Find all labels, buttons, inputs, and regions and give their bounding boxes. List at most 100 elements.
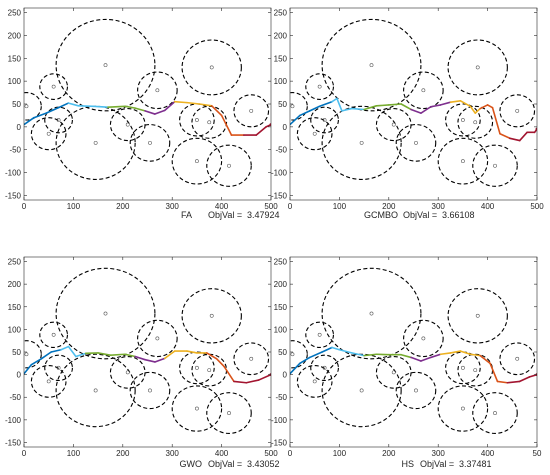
x-tick-label: 400 <box>215 202 229 211</box>
obstacle-center-marker <box>194 159 199 164</box>
y-tick-label: 250 <box>8 9 22 18</box>
obstacle-circle <box>437 137 489 185</box>
obstacle-circle <box>472 144 518 187</box>
path-segment <box>410 108 422 114</box>
path-segment <box>290 362 301 375</box>
obstacle-center-marker <box>194 118 199 122</box>
obstacle-center-marker <box>51 84 56 89</box>
panel-gwo: 0 100 200 300 400 500 -150 -100 -50 0 50 100 150 200 2… <box>5 256 280 469</box>
obstacle-circle <box>403 319 444 358</box>
obstacle-circle <box>499 94 536 128</box>
obstacle-circle <box>305 321 335 349</box>
obstacle-circle <box>191 105 228 139</box>
path-segment <box>410 356 422 362</box>
path-segment <box>331 346 341 351</box>
path-segment <box>469 353 481 357</box>
path-segment <box>518 131 528 142</box>
axes-box <box>289 256 538 448</box>
x-tick-label: 300 <box>166 449 180 458</box>
y-tick-label: -100 <box>5 416 22 425</box>
obstacle-center-marker <box>148 388 152 393</box>
obstacle-circle <box>30 365 67 398</box>
path-segment <box>375 104 390 107</box>
obstacle-center-marker <box>460 118 465 122</box>
obstacle-center-marker <box>359 388 364 393</box>
path-segment <box>257 373 271 381</box>
path-segment <box>429 353 442 359</box>
x-tick-label: 200 <box>382 202 396 211</box>
path-segment <box>489 362 499 383</box>
x-tick-label: 50 <box>533 449 542 458</box>
obstacle-circle <box>310 354 339 382</box>
path-segment <box>429 104 442 108</box>
obstacle-circle <box>55 18 156 112</box>
path-segment <box>24 363 33 375</box>
y-tick-label: -50 <box>275 393 287 402</box>
obstacle-center-marker <box>125 370 130 375</box>
obstacle-circle <box>447 288 508 344</box>
path-segment <box>144 358 156 363</box>
y-tick-label: -150 <box>5 191 22 200</box>
obstacle-circle <box>30 117 67 151</box>
obstacle-circle <box>321 18 422 112</box>
plot-content <box>24 267 271 434</box>
y-tick-label: 0 <box>17 371 22 380</box>
obstacle-center-marker <box>369 63 374 68</box>
y-tick-label: -50 <box>9 393 21 402</box>
obstacle-circle <box>445 351 481 385</box>
obstacle-circle <box>39 321 69 349</box>
path-segment <box>474 107 481 114</box>
path-segment <box>331 97 338 103</box>
obstacle-circle <box>206 144 252 187</box>
path-segment <box>459 350 472 356</box>
y-tick-label: 100 <box>8 77 22 86</box>
obstacle-circle <box>395 124 437 162</box>
path-segment <box>40 351 52 360</box>
obstacle-center-marker <box>317 332 322 337</box>
path-segment <box>469 105 477 114</box>
y-tick-label: -150 <box>271 438 288 447</box>
path-segment <box>45 106 60 114</box>
path-segment <box>154 357 166 363</box>
x-tick-label: 200 <box>116 449 130 458</box>
path-segment <box>420 105 432 114</box>
obstacle-circle <box>437 385 489 432</box>
obstacle-center-marker <box>207 120 212 125</box>
obstacle-center-marker <box>93 140 98 145</box>
path-segment <box>491 106 501 135</box>
obstacle-center-marker <box>46 379 51 384</box>
x-tick-label: 500 <box>264 202 278 211</box>
x-tick-label: 0 <box>288 202 293 211</box>
path-segment <box>198 103 213 107</box>
path-segment <box>400 103 412 111</box>
obstacle-center-marker <box>391 370 396 375</box>
caption-algorithm: GWO <box>180 459 203 469</box>
obstacle-center-marker <box>475 313 480 318</box>
panel-hs: 0 100 200 300 400 50 -150 -100 -50 0 50 100 150 200 25… <box>271 256 542 469</box>
x-tick-label: 500 <box>530 202 544 211</box>
axes-box <box>23 256 272 448</box>
y-tick-label: 200 <box>8 31 22 40</box>
path-segment <box>67 345 77 358</box>
obstacle-circle <box>171 137 223 185</box>
obstacle-center-marker <box>194 406 199 411</box>
obstacle-circle <box>129 124 171 162</box>
path-segment <box>318 100 333 108</box>
plot-content <box>290 18 537 187</box>
x-tick-label: 100 <box>333 202 347 211</box>
path-segment <box>506 380 521 384</box>
caption-algorithm: FA <box>181 210 192 220</box>
x-tick-label: 300 <box>432 202 446 211</box>
y-tick-label: 250 <box>8 258 22 267</box>
caption-objval-label: ObjVal = <box>403 210 437 220</box>
y-tick-label: -150 <box>5 438 22 447</box>
obstacle-circle <box>55 267 156 360</box>
x-tick-label: 300 <box>166 202 180 211</box>
obstacle-circle <box>24 340 42 369</box>
plot-content <box>24 18 271 187</box>
obstacle-center-marker <box>125 122 130 127</box>
path-segment <box>67 102 80 107</box>
obstacle-center-marker <box>155 88 160 93</box>
obstacle-center-marker <box>93 388 98 393</box>
obstacle-center-marker <box>103 311 108 316</box>
